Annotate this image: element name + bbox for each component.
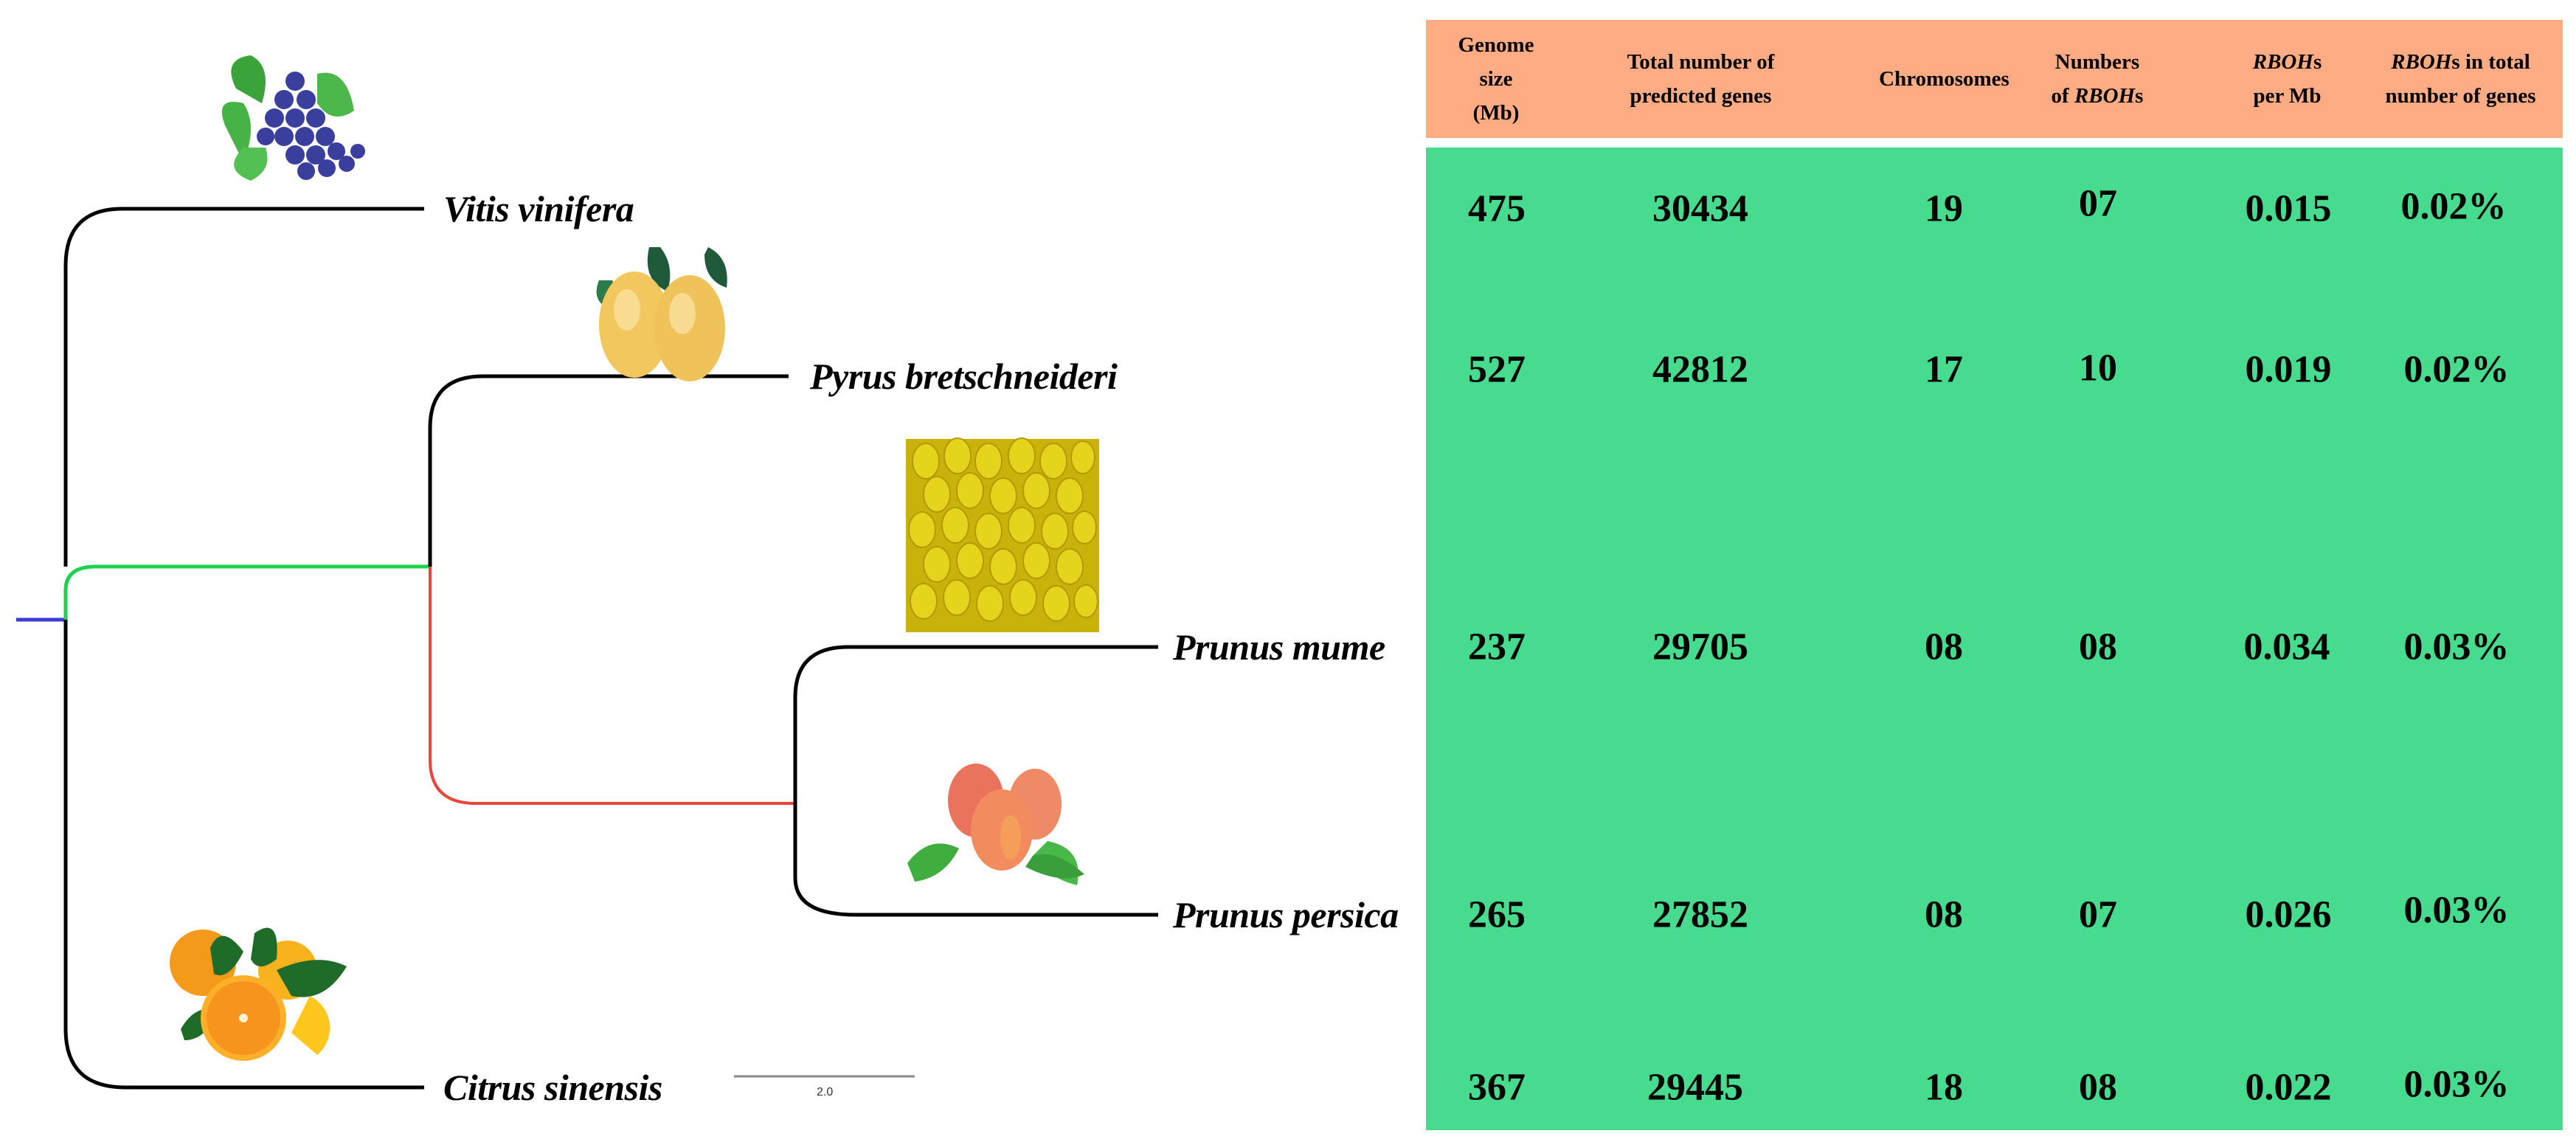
header-total-genes: Total number of predicted genes	[1627, 50, 1775, 108]
table-body: 475 30434 19 07 0.015 0.02% 527 42812 17…	[1426, 148, 2563, 1130]
header-rboh-percent: RBOHs in total number of genes	[2385, 50, 2536, 108]
phylogenetic-tree	[16, 55, 1158, 1090]
species-label-prunus-mume: Prunus mume	[1173, 626, 1385, 668]
genome-table: Genome size (Mb) Total number of predict…	[1426, 20, 2563, 1130]
peach-icon	[907, 764, 1084, 885]
header-chromosomes: Chromosomes	[1879, 67, 2009, 91]
species-label-pyrus: Pyrus bretschneideri	[810, 356, 1118, 397]
branch-rosaceae-clade	[63, 564, 430, 620]
branch-vitis	[63, 207, 424, 567]
grape-icon	[221, 55, 365, 181]
branch-citrus	[63, 620, 424, 1090]
header-rboh-per-mb: RBOHs per Mb	[2252, 50, 2322, 108]
species-label-citrus: Citrus sinensis	[443, 1067, 662, 1108]
branch-prunus-clade	[429, 567, 795, 805]
header-genome-size: Genome size (Mb)	[1458, 33, 1534, 125]
scale-bar-label: 2.0	[817, 1086, 834, 1098]
species-label-vitis: Vitis vinifera	[443, 188, 634, 229]
pear-icon	[596, 247, 727, 381]
plum-icon	[906, 437, 1099, 632]
orange-icon	[170, 927, 347, 1061]
table-header: Genome size (Mb) Total number of predict…	[1426, 20, 2563, 138]
branch-pyrus	[428, 374, 789, 567]
branch-prunus-mume	[793, 645, 1158, 803]
branch-prunus-persica	[793, 803, 1158, 917]
header-rboh-count: Numbers of RBOHs	[2051, 50, 2144, 108]
species-label-prunus-persica: Prunus persica	[1173, 894, 1399, 935]
